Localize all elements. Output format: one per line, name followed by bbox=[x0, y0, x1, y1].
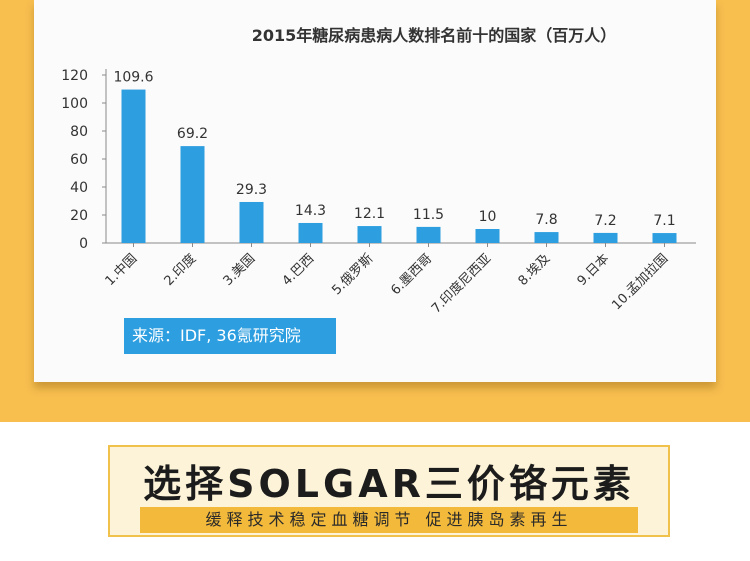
bar-value-label: 14.3 bbox=[295, 203, 326, 219]
source-label: 来源：IDF, 36氪研究院 bbox=[124, 318, 336, 354]
y-tick-label: 0 bbox=[79, 236, 88, 252]
bar-value-label: 10 bbox=[479, 209, 497, 225]
y-tick-label: 40 bbox=[70, 180, 88, 196]
bar-value-label: 7.1 bbox=[653, 213, 675, 229]
bar bbox=[239, 201, 264, 243]
x-category-label: 5.俄罗斯 bbox=[329, 251, 376, 298]
bar bbox=[593, 232, 618, 243]
y-tick-label: 120 bbox=[61, 68, 88, 84]
bar-value-label: 7.2 bbox=[594, 213, 616, 229]
x-category-label: 1.中国 bbox=[103, 251, 141, 289]
x-category-label: 9.日本 bbox=[575, 251, 613, 289]
bar bbox=[416, 226, 441, 243]
bar-value-label: 69.2 bbox=[177, 126, 208, 142]
x-category-label: 6.墨西哥 bbox=[388, 251, 435, 298]
x-category-label: 7.印度尼西亚 bbox=[428, 251, 494, 317]
bar bbox=[357, 226, 382, 243]
y-tick-label: 20 bbox=[70, 208, 88, 224]
x-category-label: 4.巴西 bbox=[280, 251, 318, 289]
x-category-label: 8.埃及 bbox=[516, 251, 554, 289]
x-category-label: 3.美国 bbox=[221, 251, 259, 289]
banner-subtitle: 缓释技术稳定血糖调节 促进胰岛素再生 bbox=[140, 507, 638, 533]
product-banner: 选择SOLGAR三价铬元素 缓释技术稳定血糖调节 促进胰岛素再生 bbox=[108, 445, 670, 537]
y-tick-label: 80 bbox=[70, 124, 88, 140]
chart-title: 2015年糖尿病患病人数排名前十的国家（百万人） bbox=[251, 26, 617, 45]
bar-value-label: 11.5 bbox=[413, 207, 444, 223]
bar-value-label: 7.8 bbox=[535, 212, 557, 228]
bar bbox=[121, 89, 146, 243]
bar-chart: 0 20 40 60 80 100 120 109.6 1.中国 69.2 2.印度 29.3 3.美国… bbox=[61, 68, 696, 317]
y-tick-label: 60 bbox=[70, 152, 88, 168]
bar-value-label: 29.3 bbox=[236, 182, 267, 198]
bar bbox=[180, 146, 205, 243]
bar-value-label: 12.1 bbox=[354, 206, 385, 222]
bar bbox=[475, 229, 500, 243]
bar bbox=[534, 232, 559, 243]
bar bbox=[652, 233, 677, 243]
banner-title: 选择SOLGAR三价铬元素 bbox=[143, 462, 635, 506]
x-category-label: 2.印度 bbox=[161, 251, 199, 289]
chart-card: 2015年糖尿病患病人数排名前十的国家（百万人） 0 20 40 60 80 100 120… bbox=[34, 0, 716, 382]
bar-value-label: 109.6 bbox=[113, 70, 153, 86]
y-tick-label: 100 bbox=[61, 96, 88, 112]
bar bbox=[298, 222, 323, 243]
x-category-label: 10.孟加拉国 bbox=[609, 251, 671, 313]
